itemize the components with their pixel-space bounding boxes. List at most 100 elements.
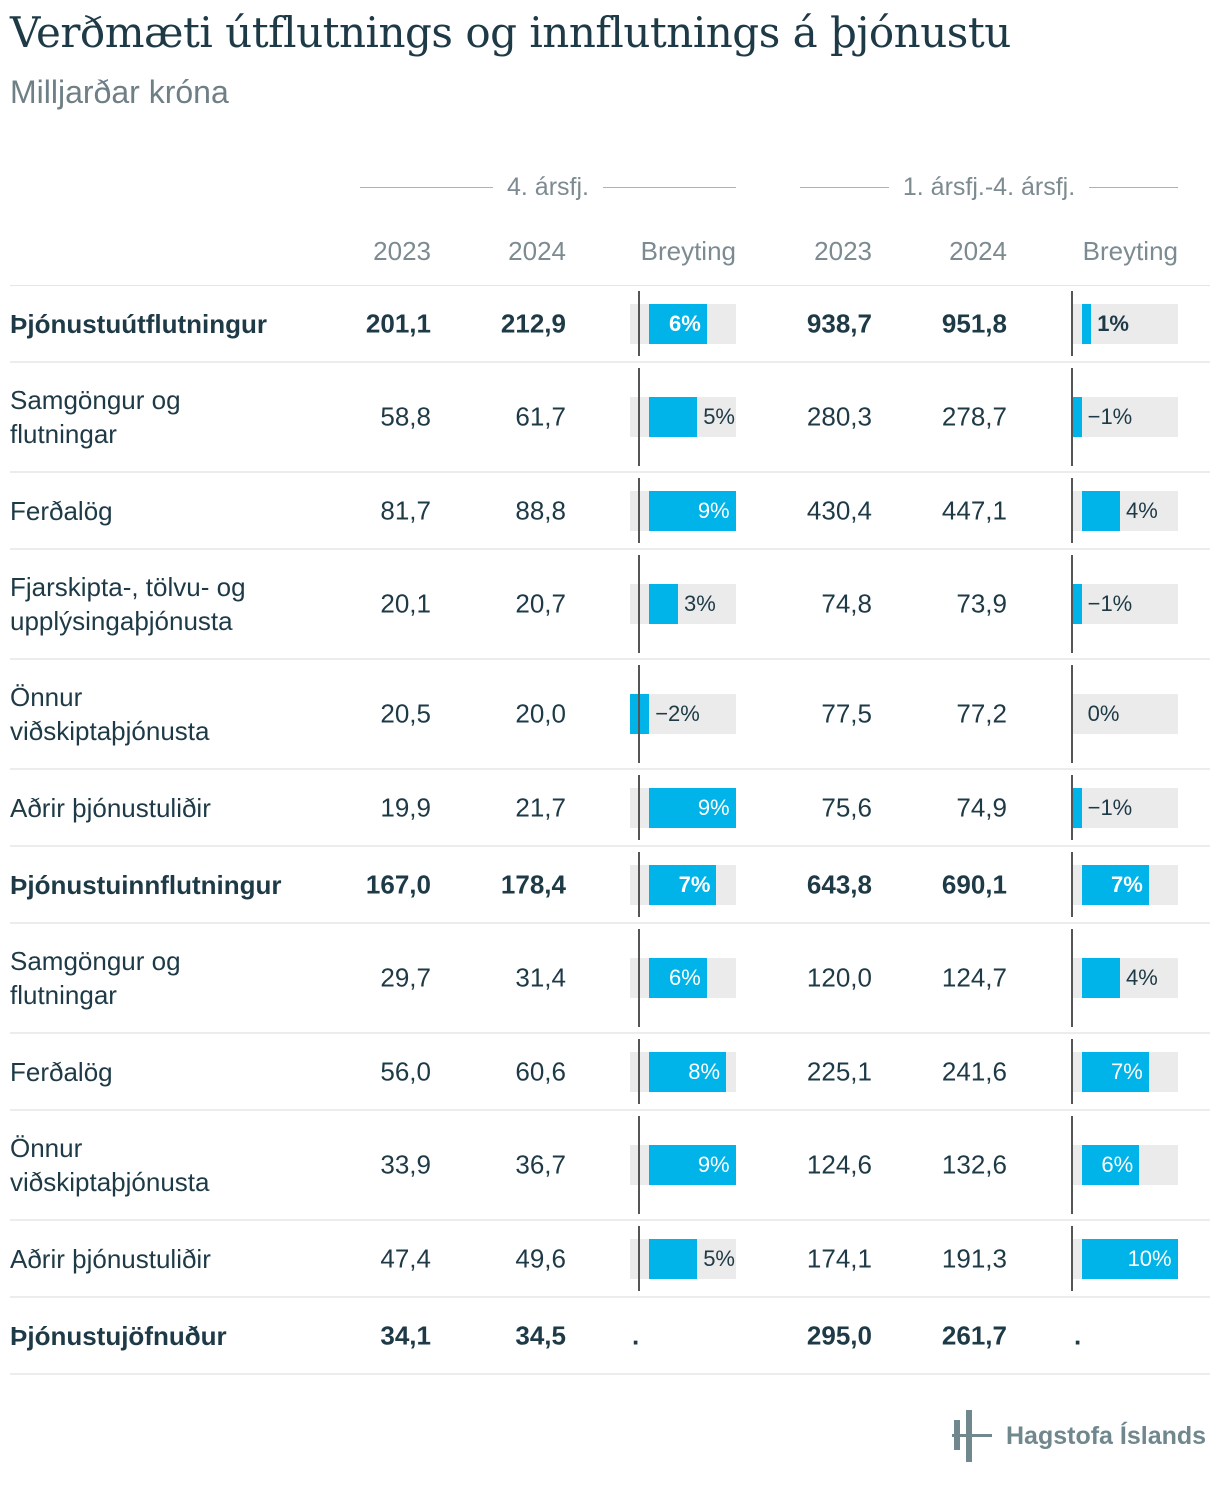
change-bar-cell: 10% bbox=[1072, 1238, 1178, 1279]
value-q4-2023: 56,0 bbox=[380, 1056, 431, 1086]
hagstofa-logo-icon bbox=[952, 1410, 992, 1462]
column-header: 2023 bbox=[814, 236, 872, 266]
row-label: Fjarskipta-, tölvu- og upplýsingaþjónust… bbox=[10, 572, 246, 636]
change-label: 0% bbox=[1087, 701, 1120, 726]
change-bar bbox=[649, 864, 717, 905]
change-bar-cell: 5% bbox=[630, 1238, 736, 1279]
change-bar bbox=[1072, 584, 1082, 624]
change-bar-cell: 6% bbox=[630, 958, 736, 998]
zero-line bbox=[1070, 291, 1073, 356]
change-bar bbox=[1081, 864, 1149, 905]
zero-line bbox=[638, 665, 641, 763]
change-value: . bbox=[1074, 1320, 1082, 1350]
table-row: Aðrir þjónustuliðir 19,9 21,7 75,6 74,9 9% −1% bbox=[10, 770, 1210, 847]
change-bar bbox=[1081, 1051, 1149, 1092]
row-label: Þjónustuinnflutningur bbox=[10, 869, 282, 900]
change-bar bbox=[1081, 303, 1092, 344]
logo: Hagstofa Íslands bbox=[952, 1410, 1206, 1462]
change-bar bbox=[649, 490, 736, 531]
value-q4-2023: 81,7 bbox=[380, 495, 431, 525]
row-label: Aðrir þjónustuliðir bbox=[10, 792, 211, 823]
value-y-2023: 643,8 bbox=[806, 869, 872, 899]
column-header: Breyting bbox=[1082, 236, 1178, 266]
zero-line bbox=[1070, 478, 1073, 543]
change-label: 4% bbox=[1126, 497, 1158, 523]
change-label: 3% bbox=[684, 591, 716, 616]
value-y-2024: 74,9 bbox=[956, 792, 1007, 822]
divider bbox=[800, 186, 889, 188]
zero-line bbox=[638, 555, 641, 653]
data-table: Þjónustuútflutningur 201,1 212,9 938,7 951,8… bbox=[10, 285, 1210, 1375]
value-q4-2023: 33,9 bbox=[380, 1149, 431, 1180]
value-q4-2024: 34,5 bbox=[515, 1320, 566, 1350]
zero-line bbox=[1070, 852, 1073, 917]
change-label: 6% bbox=[669, 310, 701, 336]
change-label: 9% bbox=[697, 794, 730, 820]
value-q4-2024: 21,7 bbox=[515, 792, 566, 822]
value-y-2024: 951,8 bbox=[941, 308, 1007, 338]
change-bar bbox=[649, 958, 707, 998]
change-bar bbox=[649, 397, 698, 437]
change-bar bbox=[1081, 1145, 1140, 1185]
change-bar-cell: −2% bbox=[630, 694, 736, 734]
change-bar-cell: 7% bbox=[1072, 1051, 1178, 1092]
value-y-2023: 295,0 bbox=[806, 1320, 872, 1350]
value-y-2023: 74,8 bbox=[821, 588, 872, 619]
change-bar bbox=[649, 1051, 726, 1092]
change-label: −2% bbox=[655, 701, 700, 726]
row-label: Þjónustujöfnuður bbox=[10, 1320, 227, 1351]
value-q4-2024: 31,4 bbox=[515, 962, 566, 993]
value-y-2024: 690,1 bbox=[941, 869, 1007, 899]
value-q4-2024: 20,0 bbox=[515, 698, 566, 729]
zero-line bbox=[638, 1226, 641, 1291]
value-q4-2024: 212,9 bbox=[500, 308, 566, 338]
change-bar bbox=[1072, 397, 1082, 437]
value-y-2024: 261,7 bbox=[941, 1320, 1007, 1350]
column-header: 2024 bbox=[949, 236, 1007, 266]
zero-line bbox=[1070, 775, 1073, 840]
group-label: 1. ársfj.-4. ársfj. bbox=[902, 172, 1076, 201]
change-label: −1% bbox=[1087, 404, 1133, 429]
table-row: Önnur viðskiptaþjónusta 20,5 20,0 77,5 77,2 −… bbox=[10, 660, 1210, 770]
zero-line bbox=[638, 368, 641, 466]
value-y-2024: 278,7 bbox=[941, 401, 1007, 432]
table-row: Ferðalög 81,7 88,8 430,4 447,1 9% 4% bbox=[10, 473, 1210, 550]
value-y-2024: 124,7 bbox=[941, 962, 1007, 993]
value-y-2024: 241,6 bbox=[941, 1056, 1007, 1086]
change-bar bbox=[649, 1238, 698, 1279]
zero-line bbox=[638, 929, 641, 1027]
change-bar-cell: 6% bbox=[630, 303, 736, 344]
value-y-2023: 225,1 bbox=[806, 1056, 872, 1086]
change-bar-cell: −1% bbox=[1072, 787, 1178, 828]
change-bar bbox=[649, 1145, 736, 1185]
value-y-2023: 174,1 bbox=[806, 1243, 872, 1273]
row-label: Ferðalög bbox=[10, 495, 113, 526]
table-row: Önnur viðskiptaþjónusta 33,9 36,7 124,6 132,… bbox=[10, 1111, 1210, 1221]
column-header: 2024 bbox=[508, 236, 566, 266]
table-row: Samgöngur og flutningar 29,7 31,4 120,0 124,… bbox=[10, 924, 1210, 1034]
value-y-2024: 191,3 bbox=[941, 1243, 1007, 1273]
change-bar bbox=[1081, 958, 1120, 998]
change-bar-cell: 8% bbox=[630, 1051, 736, 1092]
change-bar-cell: 7% bbox=[1072, 864, 1178, 905]
change-bar-cell: 4% bbox=[1072, 490, 1178, 531]
change-label: 5% bbox=[703, 404, 735, 429]
value-y-2023: 280,3 bbox=[806, 401, 872, 432]
group-label: 4. ársfj. bbox=[507, 172, 589, 201]
table-row: Þjónustuinnflutningur 167,0 178,4 643,8 690,… bbox=[10, 847, 1210, 924]
change-bar bbox=[649, 787, 736, 828]
row-label: Önnur viðskiptaþjónusta bbox=[10, 1133, 210, 1197]
value-y-2023: 77,5 bbox=[821, 698, 872, 729]
chart-subtitle: Milljarðar króna bbox=[10, 74, 229, 110]
row-label: Önnur viðskiptaþjónusta bbox=[10, 682, 210, 746]
column-header: 2023 bbox=[373, 236, 431, 266]
zero-line bbox=[1070, 1116, 1073, 1214]
value-y-2023: 120,0 bbox=[806, 962, 872, 993]
value-q4-2024: 20,7 bbox=[515, 588, 566, 619]
divider bbox=[1089, 186, 1179, 188]
change-bar bbox=[1072, 787, 1082, 828]
change-label: 8% bbox=[688, 1058, 720, 1084]
table-row: Þjónustuútflutningur 201,1 212,9 938,7 951,8… bbox=[10, 286, 1210, 363]
value-q4-2024: 60,6 bbox=[515, 1056, 566, 1086]
divider bbox=[603, 186, 737, 188]
